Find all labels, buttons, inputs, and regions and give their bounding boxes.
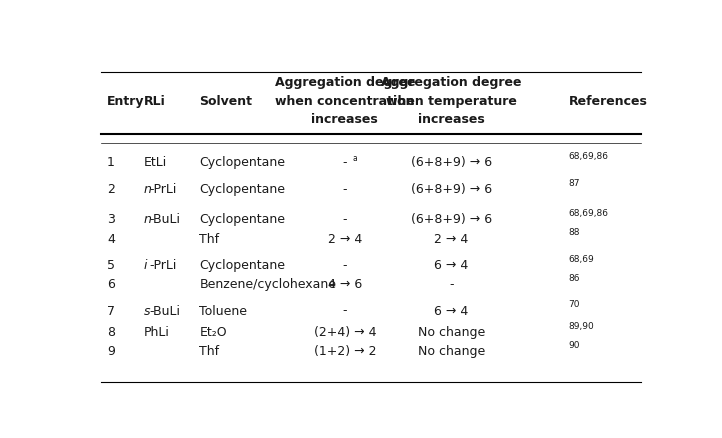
Text: References: References bbox=[569, 94, 648, 107]
Text: increases: increases bbox=[418, 113, 484, 126]
Text: (6+8+9) → 6: (6+8+9) → 6 bbox=[411, 155, 492, 168]
Text: 90: 90 bbox=[569, 340, 580, 349]
Text: Entry: Entry bbox=[107, 94, 144, 107]
Text: when temperature: when temperature bbox=[386, 94, 517, 107]
Text: -: - bbox=[343, 258, 347, 271]
Text: -: - bbox=[343, 155, 347, 168]
Text: Benzene/cyclohexane: Benzene/cyclohexane bbox=[199, 278, 336, 290]
Text: when concentration: when concentration bbox=[275, 94, 414, 107]
Text: i: i bbox=[144, 258, 147, 271]
Text: 6 → 4: 6 → 4 bbox=[434, 258, 469, 271]
Text: Solvent: Solvent bbox=[199, 94, 253, 107]
Text: -BuLi: -BuLi bbox=[149, 213, 180, 226]
Text: 70: 70 bbox=[569, 300, 580, 309]
Text: 4 → 6: 4 → 6 bbox=[328, 278, 362, 290]
Text: increases: increases bbox=[311, 113, 378, 126]
Text: 5: 5 bbox=[107, 258, 115, 271]
Text: (2+4) → 4: (2+4) → 4 bbox=[313, 325, 376, 338]
Text: -PrLi: -PrLi bbox=[149, 182, 177, 195]
Text: EtLi: EtLi bbox=[144, 155, 167, 168]
Text: n: n bbox=[144, 213, 152, 226]
Text: 68,69,86: 68,69,86 bbox=[569, 152, 609, 160]
Text: 2 → 4: 2 → 4 bbox=[434, 232, 469, 245]
Text: Cyclopentane: Cyclopentane bbox=[199, 213, 285, 226]
Text: -: - bbox=[343, 213, 347, 226]
Text: RLi: RLi bbox=[144, 94, 165, 107]
Text: 68,69: 68,69 bbox=[569, 254, 594, 263]
Text: 8: 8 bbox=[107, 325, 115, 338]
Text: 68,69,86: 68,69,86 bbox=[569, 209, 609, 218]
Text: No change: No change bbox=[417, 344, 484, 357]
Text: 87: 87 bbox=[569, 178, 580, 187]
Text: Aggregation degree: Aggregation degree bbox=[381, 76, 521, 89]
Text: No change: No change bbox=[417, 325, 484, 338]
Text: (6+8+9) → 6: (6+8+9) → 6 bbox=[411, 182, 492, 195]
Text: Toluene: Toluene bbox=[199, 304, 248, 317]
Text: Thf: Thf bbox=[199, 344, 219, 357]
Text: 9: 9 bbox=[107, 344, 115, 357]
Text: 88: 88 bbox=[569, 228, 580, 237]
Text: 2: 2 bbox=[107, 182, 115, 195]
Text: 4: 4 bbox=[107, 232, 115, 245]
Text: 6: 6 bbox=[107, 278, 115, 290]
Text: -PrLi: -PrLi bbox=[149, 258, 177, 271]
Text: 86: 86 bbox=[569, 273, 580, 283]
Text: -: - bbox=[343, 304, 347, 317]
Text: -BuLi: -BuLi bbox=[149, 304, 180, 317]
Text: Cyclopentane: Cyclopentane bbox=[199, 182, 285, 195]
Text: (1+2) → 2: (1+2) → 2 bbox=[313, 344, 376, 357]
Text: -: - bbox=[343, 182, 347, 195]
Text: Cyclopentane: Cyclopentane bbox=[199, 155, 285, 168]
Text: Thf: Thf bbox=[199, 232, 219, 245]
Text: 2 → 4: 2 → 4 bbox=[328, 232, 362, 245]
Text: 1: 1 bbox=[107, 155, 115, 168]
Text: n: n bbox=[144, 182, 152, 195]
Text: PhLi: PhLi bbox=[144, 325, 169, 338]
Text: 89,90: 89,90 bbox=[569, 321, 594, 330]
Text: s: s bbox=[144, 304, 150, 317]
Text: 3: 3 bbox=[107, 213, 115, 226]
Text: 6 → 4: 6 → 4 bbox=[434, 304, 469, 317]
Text: Cyclopentane: Cyclopentane bbox=[199, 258, 285, 271]
Text: Aggregation degree: Aggregation degree bbox=[274, 76, 415, 89]
Text: -: - bbox=[449, 278, 453, 290]
Text: 7: 7 bbox=[107, 304, 115, 317]
Text: (6+8+9) → 6: (6+8+9) → 6 bbox=[411, 213, 492, 226]
Text: Et₂O: Et₂O bbox=[199, 325, 227, 338]
Text: a: a bbox=[352, 154, 357, 163]
